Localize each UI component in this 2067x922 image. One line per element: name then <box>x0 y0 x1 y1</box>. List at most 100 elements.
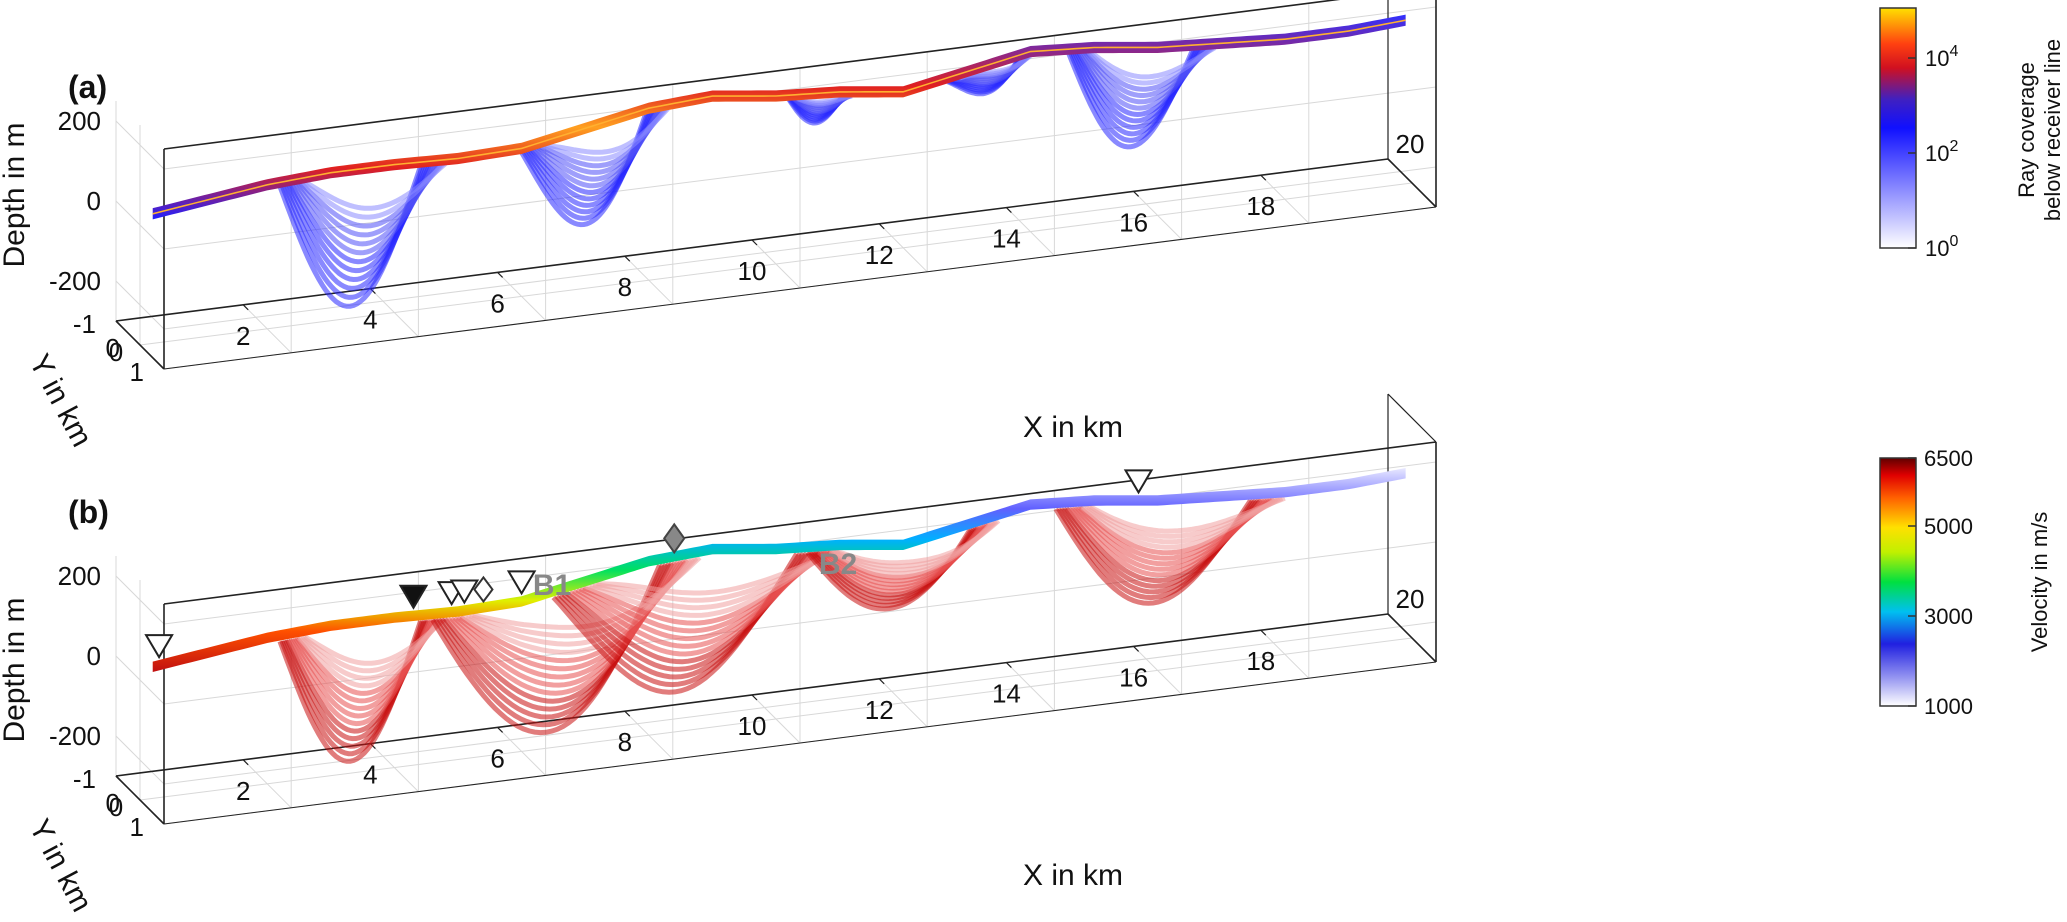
x-axis-label: X in km <box>1023 411 1123 444</box>
surface-ray-core <box>152 19 1406 215</box>
colorbar-label: Velocity in m/s <box>2027 512 2052 653</box>
ray-path <box>835 518 1001 566</box>
y-tick-label: -1 <box>73 764 96 794</box>
x-tick-label: 20 <box>1396 584 1425 614</box>
x-tick-label: 12 <box>865 695 894 725</box>
tick-mark <box>497 271 504 278</box>
tick-mark <box>1133 190 1140 197</box>
tick-mark <box>115 320 122 327</box>
axis-line <box>1387 158 1437 208</box>
x-tick-label: 16 <box>1119 207 1148 237</box>
x-tick-label: 12 <box>865 240 894 270</box>
z-tick-label: 0 <box>87 186 101 216</box>
ray-path <box>1089 495 1286 534</box>
tick-mark <box>242 759 249 766</box>
x-tick-label: 20 <box>1396 129 1425 159</box>
colorbar-tick: 102 <box>1925 138 1958 166</box>
tick-mark <box>1387 158 1394 165</box>
y-axis-label: Y in km <box>22 814 98 917</box>
receiver-marker <box>506 570 537 596</box>
panel-b: (b) Depth in m Y in km X in km 024681012… <box>0 393 2052 917</box>
grid-line <box>163 166 1437 330</box>
ray-path <box>1088 45 1217 80</box>
surface-velocity-band <box>152 468 1406 672</box>
x-tick-label: 4 <box>363 760 377 790</box>
tick-mark <box>1387 613 1394 620</box>
z-tick-label: 200 <box>58 561 101 591</box>
tick-mark <box>1005 662 1012 669</box>
x-tick-label: 16 <box>1119 662 1148 692</box>
borehole-label-b2: B2 <box>819 548 857 581</box>
axis-line <box>163 441 1437 605</box>
colorbar-label: Ray coverage <box>2014 62 2039 198</box>
z-tick-label: 200 <box>58 106 101 136</box>
receiver-marker <box>398 584 429 610</box>
x-tick-label: 0 <box>109 337 123 367</box>
tick-mark <box>1260 174 1267 181</box>
z-tick-label: -200 <box>49 721 101 751</box>
ray-path <box>797 93 853 105</box>
tick-mark <box>242 304 249 311</box>
panel-a: (a) Depth in m Y in km X in km 024681012… <box>0 0 2065 452</box>
axis-line <box>163 0 1341 150</box>
x-tick-label: 4 <box>363 305 377 335</box>
surface-ray-band <box>152 14 1406 220</box>
grid-line <box>163 86 1437 250</box>
colorbar <box>1879 457 1917 707</box>
y-tick-label: 1 <box>130 357 144 387</box>
x-axis-label: X in km <box>1023 859 1123 892</box>
z-axis-label: Depth in m <box>0 597 31 742</box>
x-tick-label: 6 <box>490 288 504 318</box>
ray-path <box>303 161 447 211</box>
y-tick-label: 1 <box>130 812 144 842</box>
z-axis-label: Depth in m <box>0 122 31 267</box>
axes-box <box>115 0 1437 370</box>
x-tick-label: 2 <box>236 321 250 351</box>
x-tick-label: 14 <box>992 224 1021 254</box>
velocity-model-data <box>144 468 1406 764</box>
tick-mark <box>1133 645 1140 652</box>
x-tick-label: 18 <box>1246 191 1275 221</box>
panel-label: (b) <box>68 494 109 530</box>
axis-line <box>115 775 165 825</box>
z-tick-label: -200 <box>49 266 101 296</box>
y-tick-label: 0 <box>106 333 120 363</box>
y-axis-label: Y in km <box>22 349 98 452</box>
colorbar-tick: 100 <box>1925 233 1958 261</box>
x-tick-label: 18 <box>1246 646 1275 676</box>
y-tick-label: 0 <box>106 788 120 818</box>
axis-line <box>115 320 165 370</box>
tick-mark <box>1260 629 1267 636</box>
axis-line <box>1387 393 1437 443</box>
receiver-marker <box>144 634 174 660</box>
tick-mark <box>751 694 758 701</box>
grid-line <box>163 621 1437 785</box>
axis-line <box>163 661 1437 825</box>
panel-label: (a) <box>68 69 107 105</box>
borehole-label-b1: B1 <box>533 569 571 602</box>
ray-path <box>303 616 447 666</box>
colorbar <box>1879 7 1917 249</box>
z-tick-label: 0 <box>87 641 101 671</box>
ray-coverage-data <box>152 14 1406 309</box>
axes-box <box>115 393 1437 825</box>
tick-mark <box>1005 207 1012 214</box>
tick-mark <box>624 710 631 717</box>
x-tick-label: 6 <box>490 743 504 773</box>
colorbar-tick: 6500 <box>1924 446 1973 471</box>
y-tick-label: -1 <box>73 309 96 339</box>
grid-line <box>139 182 1413 346</box>
ray-path <box>543 106 670 155</box>
x-tick-label: 10 <box>738 711 767 741</box>
grid-line <box>139 637 1413 801</box>
x-tick-label: 8 <box>618 727 632 757</box>
colorbar-tick: 3000 <box>1924 604 1973 629</box>
colorbar-tick: 1000 <box>1924 694 1973 719</box>
x-tick-label: 2 <box>236 776 250 806</box>
grid-lines <box>115 0 1437 370</box>
borehole-marker <box>663 522 686 555</box>
receiver-marker <box>449 579 480 605</box>
